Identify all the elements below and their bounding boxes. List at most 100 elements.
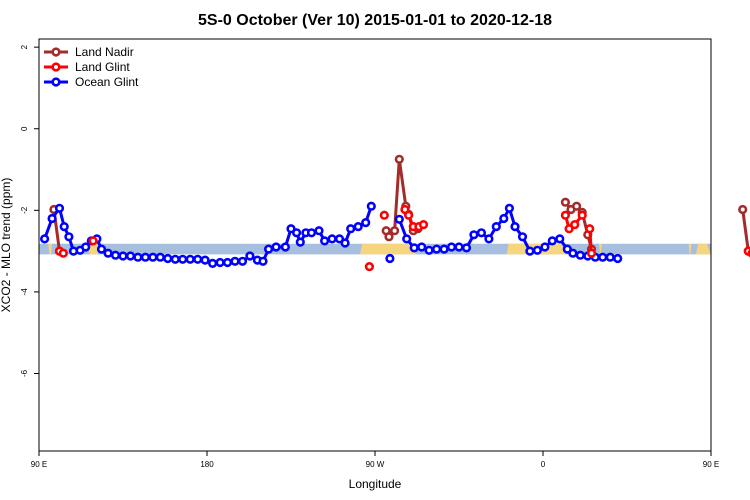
data-point [525,246,535,256]
data-point [439,244,449,254]
data-point [394,154,404,164]
x-tick-label: 0 [541,460,546,469]
legend-swatch-marker [51,77,61,87]
data-point [361,218,371,228]
data-point [306,228,317,238]
data-point [547,236,557,246]
data-point [286,224,296,234]
y-tick-label: 2 [20,44,29,49]
data-point [366,201,376,211]
data-point [271,242,281,252]
chart-title: 5S-0 October (Ver 10) 2015-01-01 to 2020… [198,12,552,29]
data-point [384,232,394,242]
land-band-segment [599,243,602,255]
x-tick-label: 90 W [366,460,385,469]
data-point [404,210,414,220]
data-point [364,262,375,272]
x-axis-ticks: 90 E 180 90 W 0 90 E [31,451,719,469]
legend-swatch-marker [51,47,61,57]
data-point [424,245,434,255]
land-band-segment [696,243,711,255]
data-point [295,237,305,247]
data-point [59,222,69,232]
series-land-nadir [49,154,750,256]
data-point [568,248,578,258]
series-land-glint [54,204,750,272]
data-point [476,228,487,238]
land-band-segment [88,243,99,255]
data-point [417,242,427,252]
land-band-segment [688,243,692,255]
data-point [245,251,255,261]
data-point [555,234,565,244]
data-point [88,236,98,246]
data-point [484,234,494,244]
land-band-segment [360,243,417,255]
series-layer [39,154,750,272]
data-point [200,255,210,265]
data-point [461,243,472,253]
data-point [564,224,574,234]
data-point [320,236,330,246]
series-ocean-glint [39,201,623,269]
data-point [379,210,389,220]
data-point [510,222,520,232]
data-point [54,203,65,213]
x-axis-label: Longitude [349,477,402,491]
land-band-segment [48,243,53,255]
y-tick-label: 0 [20,126,29,131]
legend-item: Land Nadir [44,45,134,59]
data-point [103,248,113,258]
data-point [215,257,225,268]
data-point [605,252,615,262]
data-point [577,210,587,220]
data-point [163,253,173,264]
data-point [39,234,50,244]
data-point [560,210,571,220]
legend-item: Land Glint [44,60,130,74]
data-point [562,244,572,254]
data-point [504,203,515,213]
data-point [346,224,356,234]
y-axis-ticks: 2 0 -2 -4 -6 [20,44,39,377]
x-tick-label: 180 [200,460,214,469]
series-line [741,209,750,252]
data-point [446,242,457,252]
data-point [58,248,68,258]
data-point [314,226,324,236]
data-point [237,256,248,266]
data-point [133,252,143,262]
data-point [148,252,158,262]
data-point [394,214,404,224]
y-tick-label: -2 [20,206,29,214]
legend-label: Ocean Glint [75,75,139,89]
data-point [327,234,337,244]
data-point [575,250,585,260]
data-point [178,254,188,264]
data-point [185,254,195,264]
data-point [532,245,543,255]
data-point [385,253,395,264]
data-point [586,248,597,258]
data-point [540,242,550,252]
data-point [155,252,165,262]
data-point [570,220,580,230]
y-axis-label: XCO2 - MLO trend (ppm) [0,178,13,313]
y-tick-label: -4 [20,288,29,296]
data-point [402,234,412,244]
x-tick-label: 90 E [703,460,719,469]
x-tick-label: 90 E [31,460,47,469]
data-point [334,234,345,244]
data-point [125,251,136,261]
data-point [432,244,442,254]
data-point [170,254,180,264]
data-point [499,213,509,224]
series-line [43,205,373,265]
y-tick-label: -6 [20,369,29,377]
data-point [64,232,74,242]
data-point [258,256,268,266]
data-point [140,252,150,262]
data-point [598,252,608,262]
